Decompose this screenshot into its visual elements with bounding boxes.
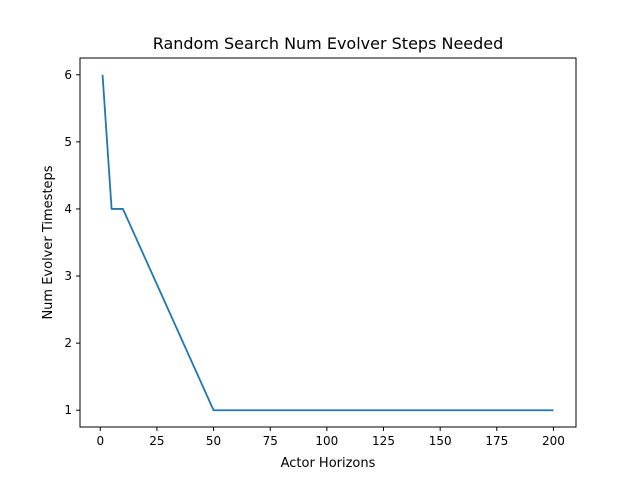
y-tick-label: 1 xyxy=(64,403,72,417)
y-tick-label: 6 xyxy=(64,68,72,82)
x-axis: 0 25 50 75 100 125 150 175 200 xyxy=(96,427,565,448)
x-tick-label: 50 xyxy=(206,434,221,448)
x-tick-label: 100 xyxy=(315,434,338,448)
x-tick-label: 25 xyxy=(149,434,164,448)
y-tick-label: 3 xyxy=(64,269,72,283)
x-axis-label: Actor Horizons xyxy=(281,456,376,471)
plot-area xyxy=(79,57,577,428)
x-tick-label: 75 xyxy=(263,434,278,448)
series-layer xyxy=(101,74,554,412)
axes-frame xyxy=(79,57,577,428)
y-axis-label: Num Evolver Timesteps xyxy=(41,165,56,319)
x-tick-label: 125 xyxy=(372,434,395,448)
x-tick-label: 150 xyxy=(429,434,452,448)
y-tick-label: 5 xyxy=(64,135,72,149)
y-tick-label: 2 xyxy=(64,336,72,350)
x-tick-label: 0 xyxy=(96,434,104,448)
x-tick-label: 175 xyxy=(485,434,508,448)
chart-title: Random Search Num Evolver Steps Needed xyxy=(153,34,504,53)
series-line-0 xyxy=(101,74,554,412)
y-tick-label: 4 xyxy=(64,202,72,216)
x-tick-label: 200 xyxy=(542,434,565,448)
y-axis: 1 2 3 4 5 6 xyxy=(64,68,80,417)
